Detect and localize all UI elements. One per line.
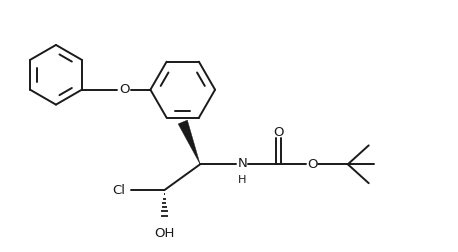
Text: O: O: [120, 83, 130, 96]
Text: OH: OH: [154, 227, 174, 240]
Text: H: H: [238, 175, 247, 185]
Text: Cl: Cl: [113, 184, 125, 197]
Text: O: O: [307, 158, 317, 171]
Text: N: N: [238, 157, 247, 170]
Text: O: O: [273, 126, 284, 139]
Polygon shape: [178, 120, 200, 164]
